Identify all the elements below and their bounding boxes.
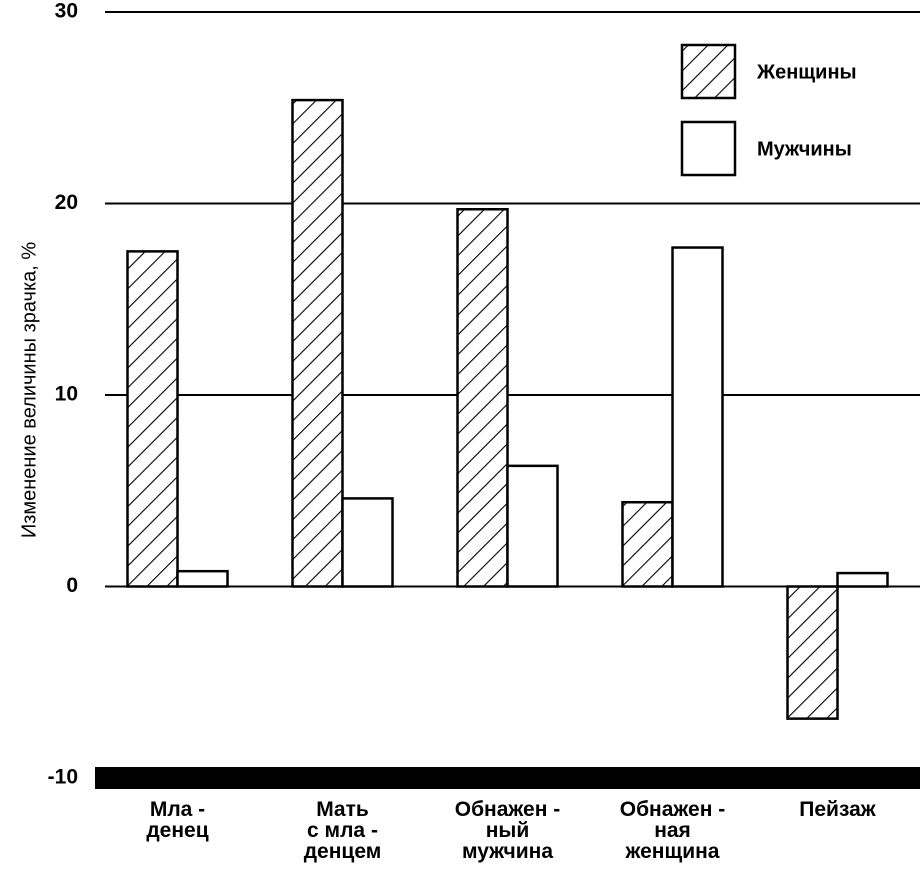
legend-label: Женщины: [756, 61, 857, 83]
legend-label: Мужчины: [757, 138, 852, 160]
bar: [341, 497, 394, 588]
bar: [176, 569, 229, 588]
legend-swatch: [680, 43, 737, 100]
x-tick-label: Обнажен -ная женщина: [620, 798, 725, 863]
bar: [786, 585, 839, 720]
bar: [836, 571, 889, 588]
x-tick-label: Обнажен -ный мужчина: [455, 798, 560, 863]
y-tick-label: 10: [55, 383, 78, 406]
x-tick-label: Пейзаж: [799, 798, 877, 821]
x-tick-label: Мла -денец: [146, 798, 208, 842]
y-tick-label: -10: [48, 766, 78, 789]
bar: [506, 464, 559, 588]
x-tick-label: Мать с мла -денцем: [304, 798, 382, 863]
y-tick-label: 0: [66, 574, 78, 597]
bar: [291, 98, 344, 588]
bar: [456, 207, 509, 588]
bar: [671, 246, 724, 588]
y-tick-label: 30: [55, 0, 78, 23]
bar: [126, 250, 179, 588]
legend-swatch: [680, 120, 737, 177]
bar: [621, 500, 674, 588]
y-axis-label: Изменение величины зрачка, %: [18, 242, 40, 539]
y-tick-label: 20: [55, 191, 78, 214]
